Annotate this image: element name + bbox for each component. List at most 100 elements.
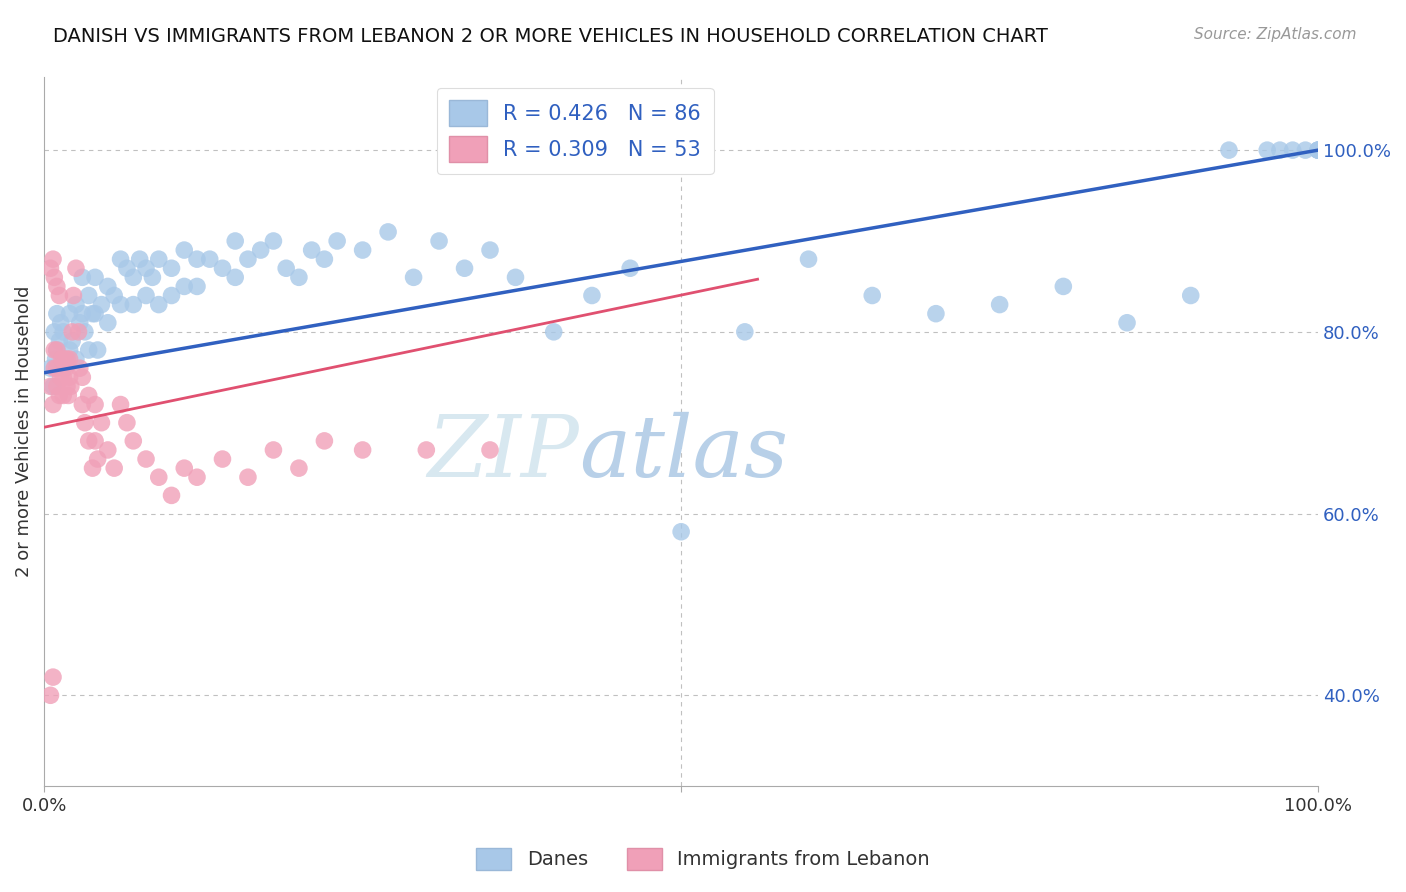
Text: ZIP: ZIP — [427, 412, 579, 494]
Legend: R = 0.426   N = 86, R = 0.309   N = 53: R = 0.426 N = 86, R = 0.309 N = 53 — [437, 87, 714, 174]
Point — [84, 307, 107, 321]
Point — [288, 270, 311, 285]
Point — [82, 461, 104, 475]
Point — [77, 288, 100, 302]
Point — [90, 297, 112, 311]
Point — [42, 398, 65, 412]
Point — [84, 270, 107, 285]
Point — [49, 370, 72, 384]
Point — [1052, 279, 1074, 293]
Point — [288, 461, 311, 475]
Point — [1218, 143, 1240, 157]
Point — [1294, 143, 1316, 157]
Legend: Danes, Immigrants from Lebanon: Danes, Immigrants from Lebanon — [468, 839, 938, 878]
Point — [402, 270, 425, 285]
Point — [301, 243, 323, 257]
Point — [52, 361, 75, 376]
Point — [77, 434, 100, 448]
Point — [453, 261, 475, 276]
Point — [198, 252, 221, 267]
Point — [1268, 143, 1291, 157]
Point — [1308, 143, 1330, 157]
Point — [128, 252, 150, 267]
Point — [211, 261, 233, 276]
Point — [1180, 288, 1202, 302]
Point — [224, 270, 246, 285]
Point — [148, 252, 170, 267]
Point — [186, 470, 208, 484]
Point — [44, 270, 66, 285]
Point — [326, 234, 349, 248]
Point — [77, 343, 100, 357]
Point — [122, 434, 145, 448]
Point — [58, 352, 80, 367]
Point — [90, 416, 112, 430]
Point — [72, 307, 94, 321]
Point — [543, 325, 565, 339]
Point — [69, 361, 91, 376]
Point — [115, 261, 138, 276]
Point — [45, 379, 67, 393]
Point — [148, 297, 170, 311]
Point — [1256, 143, 1278, 157]
Point — [160, 488, 183, 502]
Point — [44, 361, 66, 376]
Point — [103, 461, 125, 475]
Point — [45, 343, 67, 357]
Point — [505, 270, 527, 285]
Point — [48, 288, 70, 302]
Point — [44, 343, 66, 357]
Text: DANISH VS IMMIGRANTS FROM LEBANON 2 OR MORE VEHICLES IN HOUSEHOLD CORRELATION CH: DANISH VS IMMIGRANTS FROM LEBANON 2 OR M… — [53, 27, 1049, 45]
Point — [415, 442, 437, 457]
Point — [276, 261, 298, 276]
Point — [82, 307, 104, 321]
Point — [39, 361, 62, 376]
Point — [148, 470, 170, 484]
Point — [55, 361, 77, 376]
Point — [72, 370, 94, 384]
Point — [39, 688, 62, 702]
Point — [160, 261, 183, 276]
Y-axis label: 2 or more Vehicles in Household: 2 or more Vehicles in Household — [15, 286, 32, 577]
Point — [186, 279, 208, 293]
Point — [86, 343, 108, 357]
Point — [110, 297, 132, 311]
Point — [97, 279, 120, 293]
Point — [135, 261, 157, 276]
Point — [56, 379, 79, 393]
Point — [65, 352, 87, 367]
Point — [1308, 143, 1330, 157]
Point — [73, 416, 96, 430]
Point — [84, 434, 107, 448]
Point — [619, 261, 641, 276]
Point — [51, 352, 73, 367]
Point — [224, 234, 246, 248]
Point — [56, 352, 79, 367]
Point — [39, 261, 62, 276]
Point — [122, 297, 145, 311]
Point — [115, 416, 138, 430]
Point — [479, 442, 502, 457]
Point — [58, 388, 80, 402]
Point — [173, 279, 195, 293]
Point — [44, 325, 66, 339]
Point — [58, 370, 80, 384]
Point — [52, 325, 75, 339]
Text: atlas: atlas — [579, 412, 789, 494]
Point — [72, 398, 94, 412]
Point — [581, 288, 603, 302]
Point — [734, 325, 756, 339]
Point — [173, 243, 195, 257]
Point — [65, 261, 87, 276]
Point — [77, 388, 100, 402]
Point — [479, 243, 502, 257]
Point — [67, 325, 90, 339]
Point — [72, 270, 94, 285]
Point — [122, 270, 145, 285]
Point — [1281, 143, 1303, 157]
Point — [103, 288, 125, 302]
Point — [135, 288, 157, 302]
Point — [262, 234, 284, 248]
Point — [1116, 316, 1139, 330]
Point — [86, 452, 108, 467]
